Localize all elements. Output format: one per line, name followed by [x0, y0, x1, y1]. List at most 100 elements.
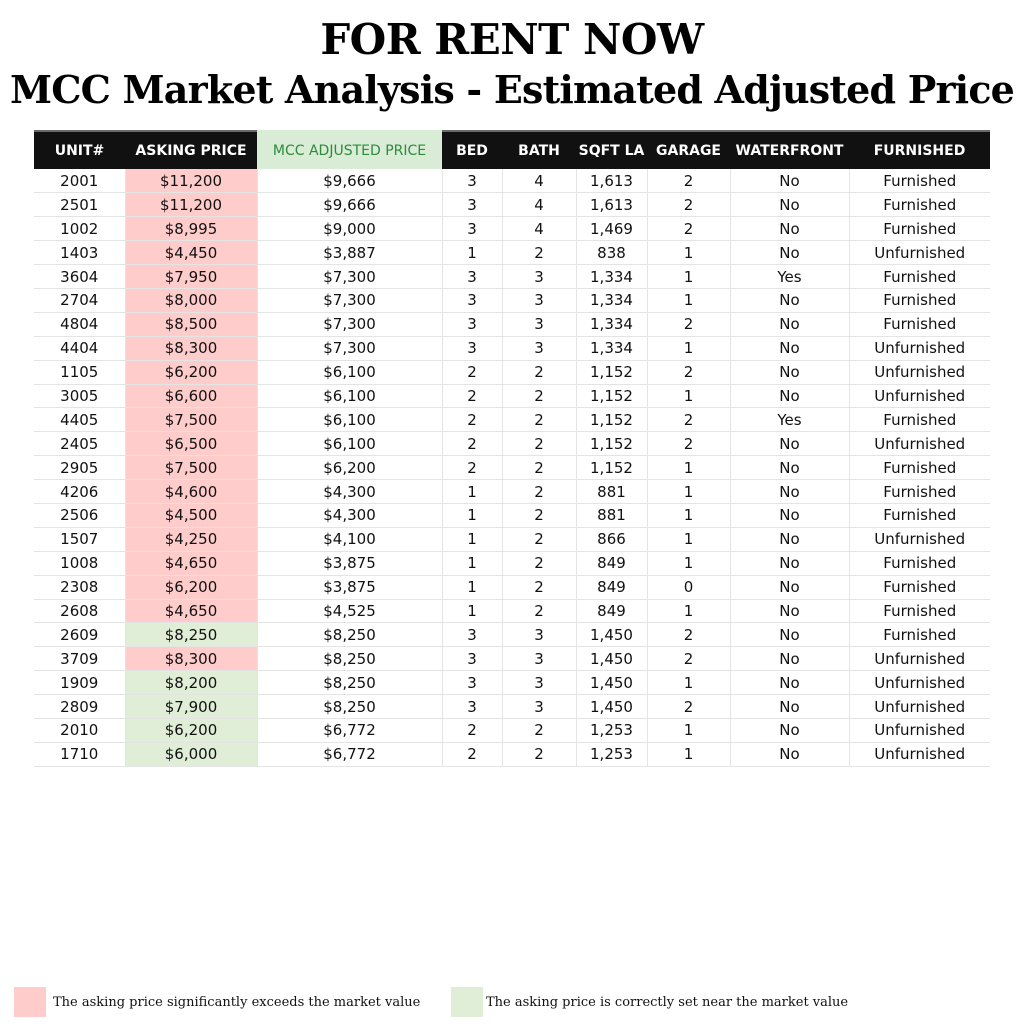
table-row: 2609 $8,250 $8,250 3 3 1,450 2 No Furnished [34, 622, 990, 648]
cell-asking-price: $8,250 [125, 622, 258, 648]
cell-bath: 3 [502, 694, 577, 719]
cell-bath: 2 [502, 384, 577, 409]
market-analysis-table: UNIT# ASKING PRICE MCC ADJUSTED PRICE BE… [34, 130, 990, 767]
cell-sqft-la: 1,152 [576, 360, 648, 385]
cell-mcc-adjusted-price: $8,250 [257, 646, 443, 672]
cell-unit: 2608 [34, 599, 126, 624]
cell-asking-price: $8,200 [125, 670, 258, 696]
cell-bath: 2 [502, 479, 577, 504]
cell-waterfront: No [730, 479, 850, 504]
cell-furnished: Unfurnished [849, 742, 990, 767]
table-row: 2405 $6,500 $6,100 2 2 1,152 2 No Unfurnished [34, 431, 990, 457]
cell-bath: 3 [502, 312, 577, 337]
cell-furnished: Unfurnished [849, 360, 990, 385]
cell-bath: 3 [502, 288, 577, 313]
cell-unit: 1403 [34, 240, 126, 266]
cell-furnished: Furnished [849, 599, 990, 624]
cell-bath: 2 [502, 407, 577, 433]
cell-mcc-adjusted-price: $4,100 [257, 527, 443, 552]
cell-mcc-adjusted-price: $6,100 [257, 360, 443, 385]
cell-asking-price: $7,500 [125, 455, 258, 481]
legend-over-market-text: The asking price significantly exceeds t… [53, 995, 421, 1010]
cell-furnished: Unfurnished [849, 694, 990, 719]
cell-bed: 1 [442, 479, 503, 504]
cell-asking-price: $7,900 [125, 694, 258, 719]
cell-bed: 2 [442, 407, 503, 433]
cell-bed: 3 [442, 694, 503, 719]
cell-bed: 1 [442, 503, 503, 528]
cell-bath: 3 [502, 336, 577, 361]
cell-sqft-la: 849 [576, 575, 648, 600]
cell-furnished: Furnished [849, 264, 990, 289]
cell-bath: 2 [502, 551, 577, 576]
cell-bed: 1 [442, 240, 503, 266]
cell-sqft-la: 1,334 [576, 336, 648, 361]
cell-garage: 1 [647, 240, 731, 266]
cell-unit: 4405 [34, 407, 126, 433]
cell-asking-price: $8,300 [125, 646, 258, 672]
cell-waterfront: No [730, 694, 850, 719]
cell-bed: 2 [442, 360, 503, 385]
header-mcc-adjusted-price: MCC ADJUSTED PRICE [257, 130, 442, 169]
table-row: 3709 $8,300 $8,250 3 3 1,450 2 No Unfurnished [34, 646, 990, 672]
cell-unit: 2704 [34, 288, 126, 313]
cell-waterfront: No [730, 670, 850, 696]
cell-bath: 3 [502, 670, 577, 696]
cell-mcc-adjusted-price: $6,100 [257, 384, 443, 409]
cell-garage: 1 [647, 479, 731, 504]
cell-waterfront: No [730, 240, 850, 266]
cell-garage: 2 [647, 694, 731, 719]
cell-sqft-la: 1,253 [576, 742, 648, 767]
cell-bath: 2 [502, 240, 577, 266]
cell-furnished: Unfurnished [849, 718, 990, 743]
cell-sqft-la: 1,152 [576, 455, 648, 481]
cell-bed: 3 [442, 264, 503, 289]
table-row: 4206 $4,600 $4,300 1 2 881 1 No Furnished [34, 479, 990, 504]
cell-sqft-la: 838 [576, 240, 648, 266]
cell-bed: 1 [442, 575, 503, 600]
cell-bath: 3 [502, 264, 577, 289]
cell-sqft-la: 1,334 [576, 264, 648, 289]
cell-asking-price: $6,500 [125, 431, 258, 457]
cell-sqft-la: 1,152 [576, 431, 648, 457]
cell-asking-price: $11,200 [125, 169, 258, 194]
cell-garage: 1 [647, 742, 731, 767]
cell-bed: 3 [442, 622, 503, 648]
cell-waterfront: No [730, 336, 850, 361]
cell-garage: 1 [647, 288, 731, 313]
header-bed: BED [442, 130, 502, 169]
cell-bath: 2 [502, 718, 577, 743]
cell-sqft-la: 1,469 [576, 216, 648, 242]
cell-unit: 1105 [34, 360, 126, 385]
cell-bed: 3 [442, 646, 503, 672]
cell-unit: 2809 [34, 694, 126, 719]
cell-garage: 2 [647, 431, 731, 457]
cell-bath: 2 [502, 599, 577, 624]
cell-sqft-la: 1,450 [576, 694, 648, 719]
cell-mcc-adjusted-price: $4,525 [257, 599, 443, 624]
cell-sqft-la: 1,450 [576, 670, 648, 696]
table-row: 3005 $6,600 $6,100 2 2 1,152 1 No Unfurnished [34, 384, 990, 409]
cell-furnished: Furnished [849, 312, 990, 337]
cell-furnished: Unfurnished [849, 240, 990, 266]
cell-garage: 2 [647, 407, 731, 433]
cell-mcc-adjusted-price: $4,300 [257, 503, 443, 528]
cell-sqft-la: 1,450 [576, 646, 648, 672]
cell-bath: 2 [502, 527, 577, 552]
cell-unit: 2501 [34, 192, 126, 218]
table-row: 2905 $7,500 $6,200 2 2 1,152 1 No Furnished [34, 455, 990, 481]
cell-bath: 4 [502, 192, 577, 218]
cell-mcc-adjusted-price: $6,100 [257, 431, 443, 457]
cell-waterfront: No [730, 622, 850, 648]
cell-asking-price: $4,600 [125, 479, 258, 504]
cell-furnished: Furnished [849, 407, 990, 433]
cell-mcc-adjusted-price: $9,666 [257, 169, 443, 194]
cell-sqft-la: 849 [576, 599, 648, 624]
cell-mcc-adjusted-price: $4,300 [257, 479, 443, 504]
cell-waterfront: Yes [730, 264, 850, 289]
cell-furnished: Unfurnished [849, 336, 990, 361]
table-row: 2308 $6,200 $3,875 1 2 849 0 No Furnished [34, 575, 990, 600]
cell-furnished: Unfurnished [849, 384, 990, 409]
cell-sqft-la: 1,613 [576, 192, 648, 218]
header-garage: GARAGE [647, 130, 730, 169]
